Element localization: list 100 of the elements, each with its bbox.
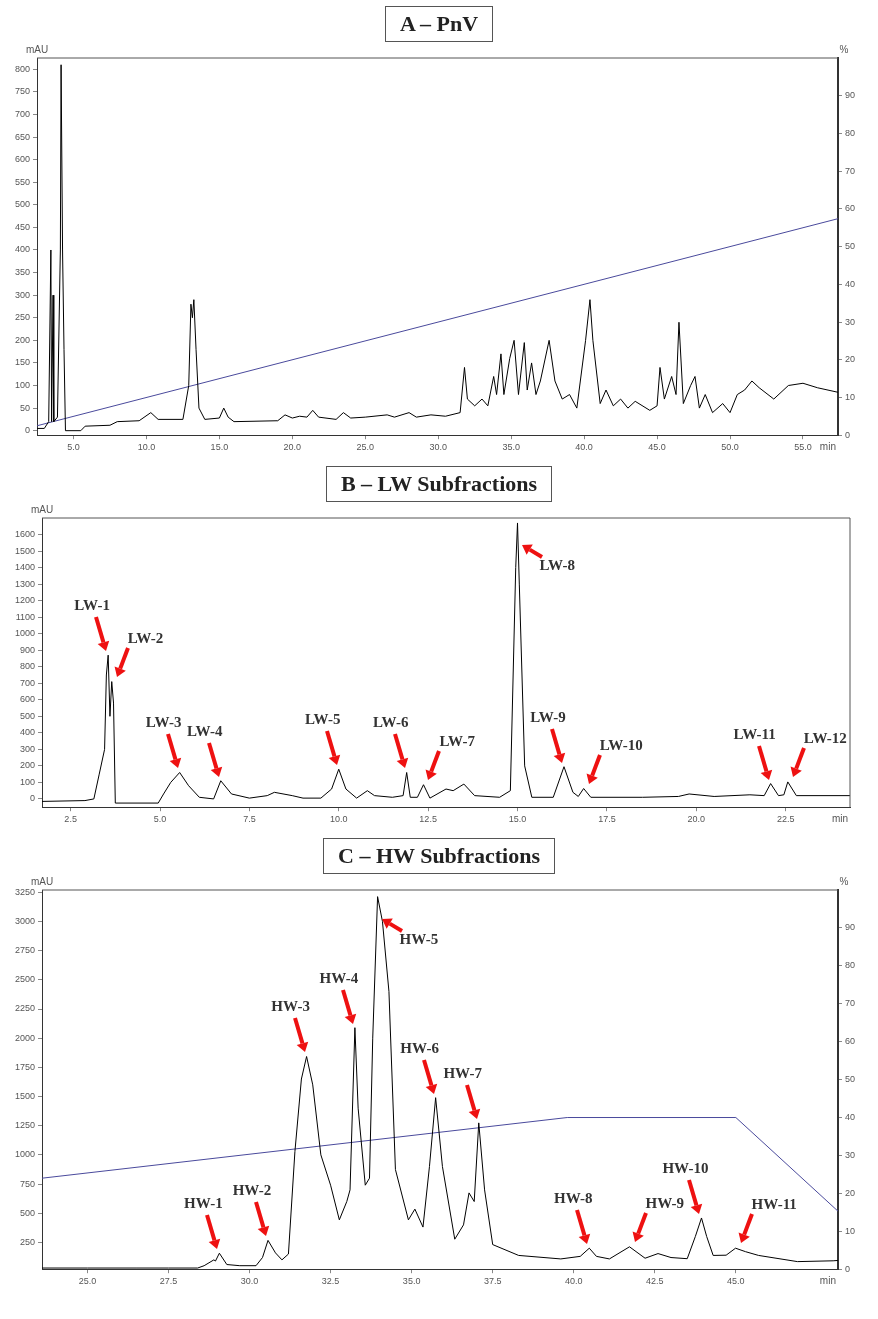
y-tick-label: 400 [19, 727, 36, 738]
y-tick-label: 3000 [14, 915, 36, 926]
y-tick-label: 500 [14, 199, 31, 210]
y-tick-label: 550 [14, 176, 31, 187]
y-tick-label: 1000 [14, 1149, 36, 1160]
y2-axis-title: % [839, 875, 849, 887]
y-tick-label: 700 [14, 108, 31, 119]
annotation: LW-1 [74, 597, 110, 614]
y2-tick-label: 70 [844, 165, 855, 176]
y2-tick-label: 20 [844, 1187, 855, 1198]
y-tick-label: 650 [14, 131, 31, 142]
x-tick-label: 30.0 [240, 1276, 259, 1287]
y-tick-label: 1000 [14, 628, 36, 639]
x-tick-label: 32.5 [321, 1276, 340, 1287]
y-tick-label: 2250 [14, 1003, 36, 1014]
y-tick-label: 750 [19, 1178, 36, 1189]
y2-tick-label: 80 [844, 960, 855, 971]
y-tick-label: 1500 [14, 545, 36, 556]
x-tick-label: 35.0 [502, 442, 520, 453]
y-tick-label: 250 [19, 1236, 36, 1247]
y-tick-label: 200 [14, 334, 31, 345]
x-tick-label: 5.0 [153, 814, 167, 825]
annotation: LW-2 [127, 629, 164, 646]
x-tick-label: 12.5 [419, 814, 437, 825]
y-tick-label: 0 [30, 793, 36, 804]
annotation: LW-3 [145, 714, 182, 731]
y2-tick-label: 40 [844, 1112, 855, 1122]
y2-tick-label: 60 [844, 203, 855, 214]
x-axis-title: min [819, 1274, 836, 1286]
annotation: LW-5 [304, 711, 341, 728]
y-tick-label: 50 [20, 402, 31, 413]
y2-tick-label: 30 [844, 316, 855, 327]
annotation: LW-9 [530, 708, 566, 725]
y-tick-label: 1100 [15, 611, 36, 622]
y-tick-label: 1250 [14, 1120, 36, 1131]
y2-tick-label: 90 [844, 90, 855, 101]
x-axis-title: min [831, 812, 848, 824]
y-tick-label: 2500 [14, 974, 36, 985]
y-tick-label: 500 [19, 710, 36, 721]
x-tick-label: 42.5 [646, 1276, 664, 1287]
y-tick-label: 450 [14, 221, 31, 232]
annotation: LW-11 [733, 725, 776, 742]
y-tick-label: 200 [19, 760, 36, 771]
annotation: LW-10 [599, 736, 643, 753]
y-tick-label: 1400 [14, 562, 36, 573]
x-tick-label: 25.0 [78, 1276, 97, 1287]
x-tick-label: 10.0 [137, 442, 156, 453]
y2-tick-label: 0 [844, 429, 850, 440]
y-axis-title: mAU [30, 875, 54, 887]
y-tick-label: 100 [14, 379, 31, 390]
annotation: LW-4 [186, 722, 223, 739]
x-tick-label: 15.0 [508, 814, 527, 825]
annotation: HW-1 [184, 1195, 223, 1212]
x-tick-label: 30.0 [429, 442, 447, 453]
x-tick-label: 25.0 [356, 442, 375, 453]
y-tick-label: 250 [14, 312, 31, 323]
x-tick-label: 20.0 [687, 814, 706, 825]
y-tick-label: 700 [19, 677, 36, 688]
y-axis-title: mAU [30, 503, 54, 515]
chart-title: A – PnV [384, 6, 494, 42]
x-tick-label: 40.0 [564, 1276, 583, 1287]
annotation: HW-6 [400, 1039, 439, 1056]
annotation: LW-6 [372, 714, 409, 731]
y-tick-label: 100 [19, 776, 36, 787]
x-tick-label: 45.0 [648, 442, 666, 453]
y2-tick-label: 60 [844, 1036, 855, 1047]
annotation: HW-4 [319, 969, 359, 986]
y-tick-label: 1600 [14, 529, 36, 540]
y2-tick-label: 50 [844, 241, 855, 252]
annotation: HW-11 [751, 1196, 797, 1213]
y2-tick-label: 10 [844, 1225, 855, 1236]
y2-tick-label: 30 [844, 1149, 855, 1160]
annotation: HW-9 [645, 1194, 685, 1211]
y-tick-label: 3250 [14, 886, 36, 897]
annotation: HW-7 [443, 1064, 483, 1081]
x-tick-label: 7.5 [243, 814, 256, 825]
annotation: LW-8 [539, 556, 576, 573]
y-tick-label: 900 [19, 644, 36, 655]
y-tick-label: 400 [14, 244, 31, 255]
x-tick-label: 5.0 [67, 442, 80, 453]
y-tick-label: 300 [14, 289, 31, 300]
y2-tick-label: 50 [844, 1074, 855, 1085]
y-tick-label: 500 [19, 1207, 36, 1218]
x-tick-label: 37.5 [483, 1276, 502, 1287]
y2-tick-label: 20 [844, 354, 855, 365]
y-tick-label: 1200 [14, 595, 36, 606]
x-tick-label: 50.0 [721, 442, 739, 453]
y-tick-label: 1750 [14, 1061, 36, 1072]
annotation: HW-10 [662, 1159, 709, 1176]
y-tick-label: 800 [19, 661, 36, 672]
y2-tick-label: 90 [844, 922, 855, 933]
annotation: HW-5 [399, 930, 439, 947]
y2-tick-label: 70 [844, 998, 855, 1009]
x-tick-label: 45.0 [727, 1276, 745, 1287]
x-tick-label: 35.0 [402, 1276, 421, 1287]
annotation: HW-3 [271, 998, 310, 1015]
x-tick-label: 40.0 [575, 442, 593, 453]
y-axis-title: mAU [25, 43, 49, 55]
y-tick-label: 600 [19, 694, 36, 705]
annotation: LW-7 [439, 732, 476, 749]
